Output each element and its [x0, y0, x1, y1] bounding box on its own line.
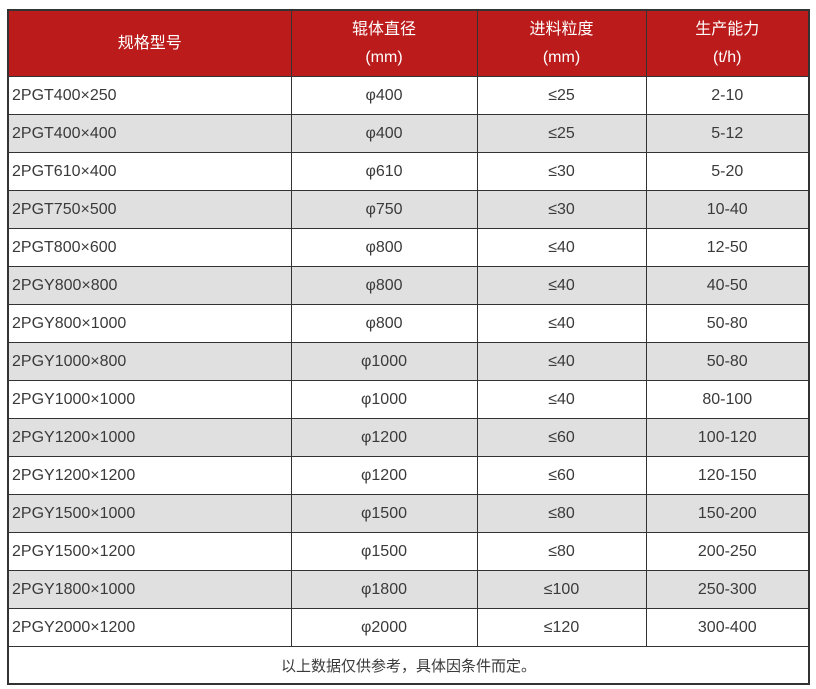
footnote-text: 以上数据仅供参考，具体因条件而定。	[7, 646, 810, 685]
table-row: 2PGY800×1000 φ800 ≤40 50-80	[7, 304, 810, 343]
model-cell: 2PGY800×1000	[7, 304, 292, 343]
feed-size-cell: ≤40	[476, 380, 647, 419]
feed-size-cell: ≤25	[476, 114, 647, 153]
diameter-cell: φ400	[290, 114, 478, 153]
capacity-cell: 300-400	[645, 608, 810, 647]
capacity-cell: 50-80	[645, 304, 810, 343]
capacity-cell: 5-20	[645, 152, 810, 191]
feed-size-cell: ≤40	[476, 342, 647, 381]
header-row: 规格型号 辊体直径 (mm) 进料粒度 (mm) 生产能力 (t/h)	[7, 9, 810, 77]
capacity-cell: 5-12	[645, 114, 810, 153]
diameter-cell: φ2000	[290, 608, 478, 647]
diameter-cell: φ800	[290, 266, 478, 305]
header-capacity: 生产能力 (t/h)	[645, 9, 810, 77]
spec-table-footer: 以上数据仅供参考，具体因条件而定。	[7, 646, 810, 685]
table-row: 2PGY1800×1000 φ1800 ≤100 250-300	[7, 570, 810, 609]
model-cell: 2PGY1500×1200	[7, 532, 292, 571]
spec-table-container: 规格型号 辊体直径 (mm) 进料粒度 (mm) 生产能力 (t/h) 2PGT…	[7, 9, 810, 685]
feed-size-cell: ≤40	[476, 266, 647, 305]
feed-size-cell: ≤60	[476, 418, 647, 457]
header-roller-diameter: 辊体直径 (mm)	[290, 9, 478, 77]
table-row: 2PGT400×250 φ400 ≤25 2-10	[7, 76, 810, 115]
table-row: 2PGT750×500 φ750 ≤30 10-40	[7, 190, 810, 229]
model-cell: 2PGT800×600	[7, 228, 292, 267]
model-cell: 2PGY1000×800	[7, 342, 292, 381]
table-row: 2PGY2000×1200 φ2000 ≤120 300-400	[7, 608, 810, 647]
model-cell: 2PGY1200×1200	[7, 456, 292, 495]
feed-size-cell: ≤40	[476, 228, 647, 267]
model-cell: 2PGY1800×1000	[7, 570, 292, 609]
footnote-row: 以上数据仅供参考，具体因条件而定。	[7, 646, 810, 685]
feed-size-cell: ≤100	[476, 570, 647, 609]
table-row: 2PGY1000×1000 φ1000 ≤40 80-100	[7, 380, 810, 419]
model-cell: 2PGT610×400	[7, 152, 292, 191]
table-row: 2PGY1200×1000 φ1200 ≤60 100-120	[7, 418, 810, 457]
header-feed-size-label: 进料粒度	[529, 20, 594, 38]
spec-table-header: 规格型号 辊体直径 (mm) 进料粒度 (mm) 生产能力 (t/h)	[7, 9, 810, 77]
spec-table-body: 2PGT400×250 φ400 ≤25 2-10 2PGT400×400 φ400 ≤25…	[7, 76, 810, 647]
capacity-cell: 80-100	[645, 380, 810, 419]
diameter-cell: φ1200	[290, 418, 478, 457]
table-row: 2PGT400×400 φ400 ≤25 5-12	[7, 114, 810, 153]
diameter-cell: φ1000	[290, 342, 478, 381]
capacity-cell: 200-250	[645, 532, 810, 571]
capacity-cell: 12-50	[645, 228, 810, 267]
capacity-cell: 150-200	[645, 494, 810, 533]
table-row: 2PGT800×600 φ800 ≤40 12-50	[7, 228, 810, 267]
table-row: 2PGY800×800 φ800 ≤40 40-50	[7, 266, 810, 305]
feed-size-cell: ≤80	[476, 494, 647, 533]
header-capacity-unit: (t/h)	[713, 48, 742, 66]
header-roller-diameter-unit: (mm)	[365, 48, 403, 66]
capacity-cell: 2-10	[645, 76, 810, 115]
model-cell: 2PGT400×250	[7, 76, 292, 115]
feed-size-cell: ≤30	[476, 152, 647, 191]
table-row: 2PGY1200×1200 φ1200 ≤60 120-150	[7, 456, 810, 495]
feed-size-cell: ≤25	[476, 76, 647, 115]
table-row: 2PGY1500×1000 φ1500 ≤80 150-200	[7, 494, 810, 533]
capacity-cell: 250-300	[645, 570, 810, 609]
diameter-cell: φ800	[290, 304, 478, 343]
model-cell: 2PGY1000×1000	[7, 380, 292, 419]
diameter-cell: φ400	[290, 76, 478, 115]
capacity-cell: 10-40	[645, 190, 810, 229]
header-feed-size: 进料粒度 (mm)	[476, 9, 647, 77]
model-cell: 2PGY1200×1000	[7, 418, 292, 457]
diameter-cell: φ750	[290, 190, 478, 229]
diameter-cell: φ1800	[290, 570, 478, 609]
feed-size-cell: ≤60	[476, 456, 647, 495]
capacity-cell: 120-150	[645, 456, 810, 495]
spec-table: 规格型号 辊体直径 (mm) 进料粒度 (mm) 生产能力 (t/h) 2PGT…	[7, 9, 810, 685]
model-cell: 2PGT750×500	[7, 190, 292, 229]
header-feed-size-unit: (mm)	[542, 48, 581, 66]
diameter-cell: φ1500	[290, 494, 478, 533]
header-model: 规格型号	[7, 9, 292, 77]
model-cell: 2PGY800×800	[7, 266, 292, 305]
capacity-cell: 50-80	[645, 342, 810, 381]
capacity-cell: 100-120	[645, 418, 810, 457]
diameter-cell: φ610	[290, 152, 478, 191]
diameter-cell: φ800	[290, 228, 478, 267]
table-row: 2PGT610×400 φ610 ≤30 5-20	[7, 152, 810, 191]
diameter-cell: φ1500	[290, 532, 478, 571]
feed-size-cell: ≤40	[476, 304, 647, 343]
diameter-cell: φ1000	[290, 380, 478, 419]
header-capacity-label: 生产能力	[695, 20, 760, 38]
feed-size-cell: ≤120	[476, 608, 647, 647]
model-cell: 2PGT400×400	[7, 114, 292, 153]
feed-size-cell: ≤80	[476, 532, 647, 571]
model-cell: 2PGY2000×1200	[7, 608, 292, 647]
capacity-cell: 40-50	[645, 266, 810, 305]
table-row: 2PGY1000×800 φ1000 ≤40 50-80	[7, 342, 810, 381]
table-row: 2PGY1500×1200 φ1500 ≤80 200-250	[7, 532, 810, 571]
model-cell: 2PGY1500×1000	[7, 494, 292, 533]
diameter-cell: φ1200	[290, 456, 478, 495]
header-model-label: 规格型号	[117, 34, 182, 52]
feed-size-cell: ≤30	[476, 190, 647, 229]
header-roller-diameter-label: 辊体直径	[351, 20, 416, 38]
